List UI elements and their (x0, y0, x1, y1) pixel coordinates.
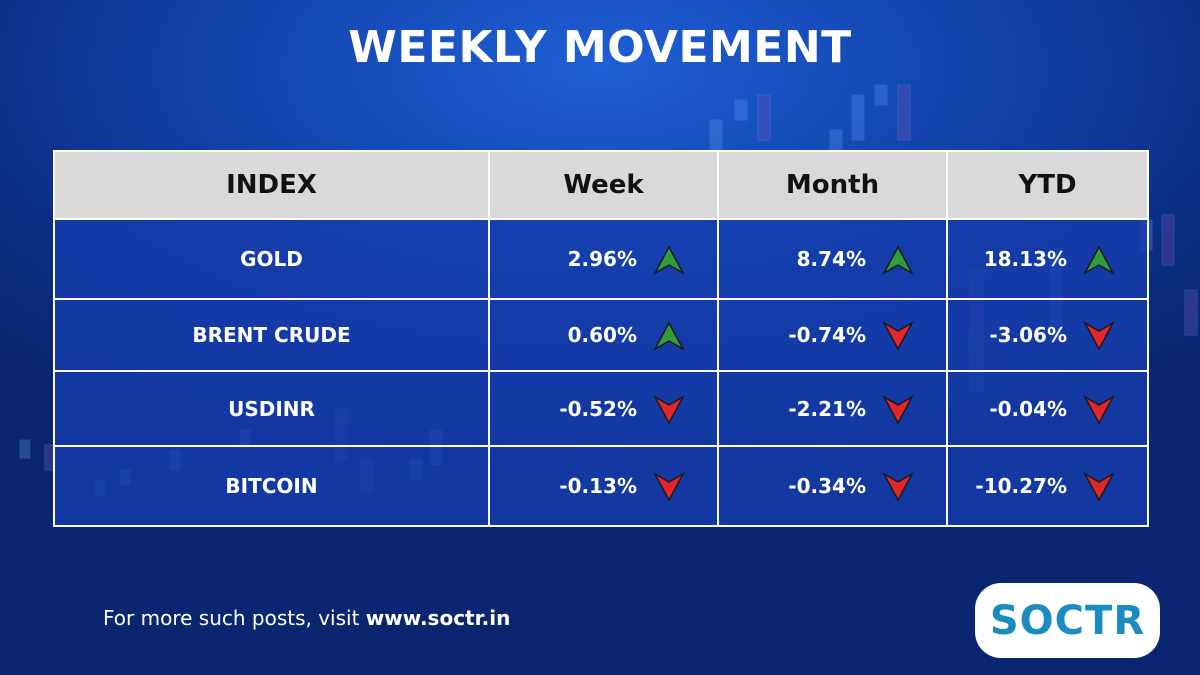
arrow-shape (1083, 321, 1115, 351)
down-arrow (653, 472, 685, 502)
index-cell: BRENT CRUDE (53, 298, 490, 372)
header-cell: Week (488, 150, 719, 220)
index-cell: GOLD (53, 218, 490, 300)
down-arrow (1083, 472, 1115, 502)
value-text: -2.21% (788, 396, 866, 421)
index-name: USDINR (228, 396, 315, 421)
value-cell: -10.27% (946, 445, 1149, 527)
index-cell: USDINR (53, 370, 490, 447)
value-text: -0.34% (788, 474, 866, 498)
down-arrow (1083, 394, 1115, 425)
arrow-shape (882, 394, 914, 425)
arrow-shape (653, 245, 685, 275)
arrow-shape (882, 245, 914, 275)
value-text: -0.52% (559, 396, 637, 421)
index-name: BRENT CRUDE (192, 323, 351, 347)
arrow-shape (1083, 472, 1115, 502)
value-text: 18.13% (983, 247, 1067, 271)
arrow-shape (1083, 245, 1115, 275)
value-cell: -0.13% (488, 445, 719, 527)
footer: For more such posts, visit www.soctr.in (103, 606, 510, 630)
value-cell: 8.74% (717, 218, 948, 300)
value-text: -0.74% (788, 323, 866, 347)
arrow-shape (653, 321, 685, 351)
index-name: GOLD (240, 247, 303, 271)
down-arrow (653, 394, 685, 425)
footer-link[interactable]: www.soctr.in (365, 606, 511, 630)
value-cell: -0.04% (946, 370, 1149, 447)
up-arrow (653, 245, 685, 275)
value-text: -0.04% (989, 396, 1067, 421)
value-text: 8.74% (796, 247, 866, 271)
value-cell: -0.34% (717, 445, 948, 527)
arrow-shape (653, 394, 685, 425)
value-text: -10.27% (975, 474, 1067, 498)
header-cell: YTD (946, 150, 1149, 220)
value-text: -3.06% (989, 323, 1067, 347)
header-cell: INDEX (53, 150, 490, 220)
value-cell: -0.52% (488, 370, 719, 447)
logo: SOCTR (975, 583, 1160, 658)
value-cell: 2.96% (488, 218, 719, 300)
down-arrow (1083, 321, 1115, 351)
table: INDEX Week Month YTD GOLD 2.96% 8.74% 18.13% BRE… (53, 150, 1149, 527)
up-arrow (882, 245, 914, 275)
arrow-shape (1083, 394, 1115, 425)
header-cell: Month (717, 150, 948, 220)
index-cell: BITCOIN (53, 445, 490, 527)
arrow-shape (882, 472, 914, 502)
value-cell: -0.74% (717, 298, 948, 372)
down-arrow (882, 472, 914, 502)
value-cell: -3.06% (946, 298, 1149, 372)
value-text: -0.13% (559, 474, 637, 498)
down-arrow (882, 321, 914, 351)
up-arrow (653, 321, 685, 351)
down-arrow (882, 394, 914, 425)
up-arrow (1083, 245, 1115, 275)
value-cell: 0.60% (488, 298, 719, 372)
arrow-shape (653, 472, 685, 502)
value-cell: 18.13% (946, 218, 1149, 300)
value-text: 2.96% (567, 247, 637, 271)
footer-text: For more such posts, visit (103, 606, 366, 630)
value-text: 0.60% (567, 323, 637, 347)
index-name: BITCOIN (225, 474, 318, 498)
value-cell: -2.21% (717, 370, 948, 447)
title: WEEKLY MOVEMENT (348, 22, 852, 73)
arrow-shape (882, 321, 914, 351)
